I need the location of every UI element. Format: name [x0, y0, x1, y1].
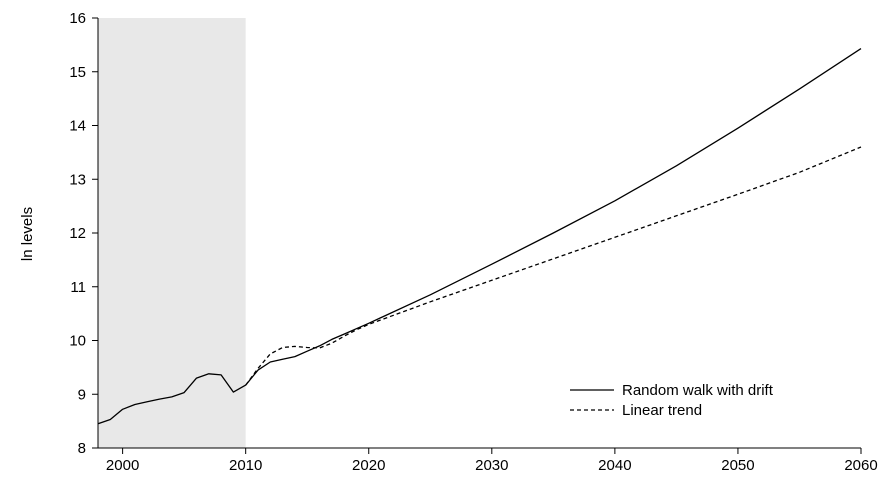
series-line-2	[245, 146, 862, 386]
y-tick-label-8: 8	[78, 440, 86, 457]
y-tick-label-12: 12	[69, 225, 86, 242]
y-tick-label-15: 15	[69, 64, 86, 81]
axes: 8 9 10 11 12 13 14 15 16 2000 2010 2020 2030 2040 2050…	[69, 10, 877, 474]
x-tick-label-2020: 2020	[352, 457, 385, 474]
y-tick-label-9: 9	[78, 386, 86, 403]
y-tick-label-14: 14	[69, 118, 86, 135]
y-tick-label-13: 13	[69, 171, 86, 188]
y-tick-label-11: 11	[70, 279, 86, 296]
x-tick-label-2030: 2030	[475, 457, 508, 474]
legend: Random walk with drift Linear trend	[570, 382, 774, 419]
legend-label-2: Linear trend	[622, 402, 702, 419]
y-tick-label-16: 16	[69, 10, 86, 27]
x-tick-label-2000: 2000	[106, 457, 139, 474]
y-tick-label-10: 10	[69, 333, 86, 350]
x-tick-label-2060: 2060	[844, 457, 877, 474]
x-tick-label-2050: 2050	[721, 457, 754, 474]
x-tick-label-2010: 2010	[229, 457, 262, 474]
shaded-region	[98, 18, 246, 448]
series-layer	[97, 48, 862, 425]
y-axis-title: ln levels	[19, 207, 36, 261]
shaded-region-layer	[98, 18, 246, 448]
x-tick-label-2040: 2040	[598, 457, 631, 474]
series-line-1	[97, 48, 862, 425]
legend-label-1: Random walk with drift	[622, 382, 774, 399]
